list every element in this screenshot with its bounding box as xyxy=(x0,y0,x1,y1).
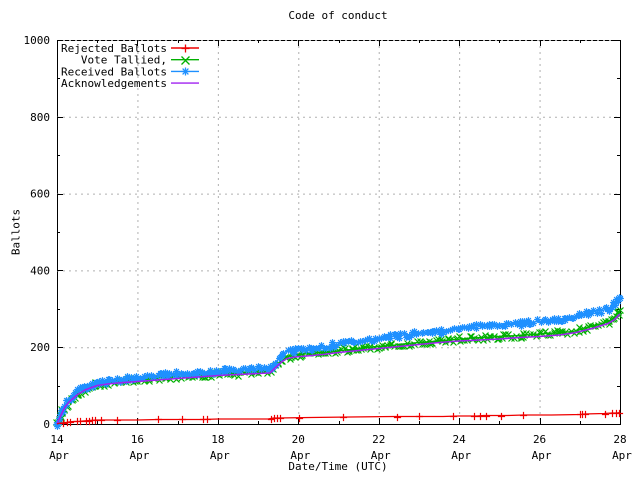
legend-item-vote-tallied: Vote Tallied, xyxy=(81,54,199,67)
chart-title: Code of conduct xyxy=(288,9,388,22)
svg-text:22: 22 xyxy=(372,433,385,446)
svg-text:Vote Tallied,: Vote Tallied, xyxy=(81,54,167,67)
svg-text:600: 600 xyxy=(30,188,50,201)
svg-text:Apr: Apr xyxy=(210,449,230,462)
axis-ticks xyxy=(57,40,621,425)
legend-item-received-ballots: Received Ballots xyxy=(61,65,199,78)
svg-text:Apr: Apr xyxy=(49,449,69,462)
svg-text:20: 20 xyxy=(292,433,305,446)
svg-text:18: 18 xyxy=(211,433,224,446)
svg-text:28: 28 xyxy=(613,433,626,446)
svg-text:14: 14 xyxy=(50,433,64,446)
y-tick-labels: 0 200 400 600 800 1000 xyxy=(24,34,51,431)
series-vote-tallied xyxy=(53,307,624,426)
svg-text:Apr: Apr xyxy=(612,449,632,462)
series-acknowledgements xyxy=(56,313,621,425)
svg-text:16: 16 xyxy=(131,433,144,446)
svg-text:200: 200 xyxy=(30,341,50,354)
svg-text:0: 0 xyxy=(43,418,50,431)
svg-text:400: 400 xyxy=(30,264,50,277)
y-axis-title: Ballots xyxy=(9,208,23,256)
legend-item-rejected-ballots: Rejected Ballots xyxy=(61,42,199,55)
svg-text:Received Ballots: Received Ballots xyxy=(61,65,167,78)
svg-text:Apr: Apr xyxy=(451,449,471,462)
svg-text:Apr: Apr xyxy=(290,449,310,462)
series-rejected-ballots xyxy=(56,409,624,428)
svg-text:26: 26 xyxy=(533,433,546,446)
x-axis-title: Date/Time (UTC) xyxy=(288,460,388,473)
series-received-ballots xyxy=(53,294,624,430)
svg-text:800: 800 xyxy=(30,111,50,124)
svg-text:1000: 1000 xyxy=(24,34,51,47)
legend-item-acknowledgements: Acknowledgements xyxy=(61,77,199,90)
svg-text:Acknowledgements: Acknowledgements xyxy=(61,77,167,90)
svg-text:Apr: Apr xyxy=(532,449,552,462)
plot-border xyxy=(57,40,621,425)
gridlines xyxy=(57,40,620,424)
svg-text:Rejected Ballots: Rejected Ballots xyxy=(61,42,167,55)
svg-text:Apr: Apr xyxy=(129,449,149,462)
x-tick-labels: 14 Apr 16 Apr 18 Apr 20 Apr 22 Apr 24 Apr 26 Apr 28 Apr xyxy=(49,433,632,462)
svg-text:24: 24 xyxy=(453,433,467,446)
svg-text:Apr: Apr xyxy=(371,449,391,462)
